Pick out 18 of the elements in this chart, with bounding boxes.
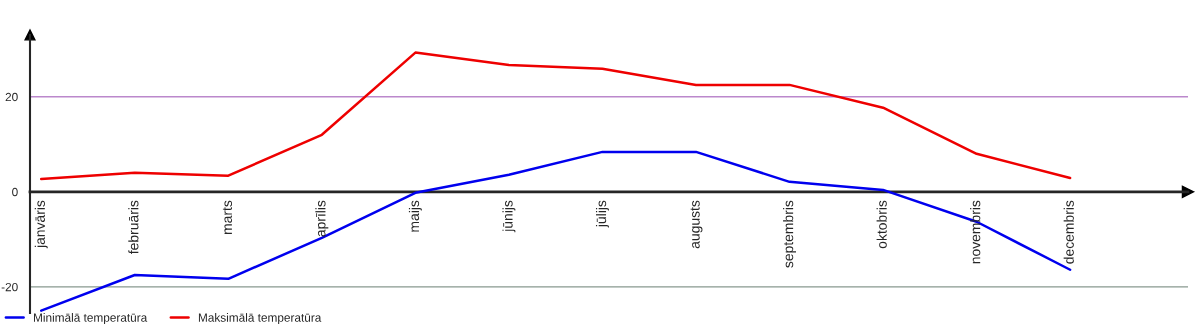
x-tick-label: marts	[222, 200, 233, 234]
legend-label: Maksimālā temperatūra	[198, 313, 322, 325]
x-tick-label: novembris	[970, 200, 981, 264]
x-tick-label: janvāris	[34, 200, 48, 249]
x-tick-label: decembris	[1063, 200, 1074, 264]
y-tick-label: 0	[12, 187, 18, 197]
legend-label: Minimālā temperatūra	[34, 313, 148, 325]
x-tick-label: aprīlis	[315, 200, 329, 237]
x-tick-label: maijs	[408, 200, 422, 232]
line-series	[39, 51, 1072, 181]
y-tick-label: 20	[5, 92, 18, 102]
x-tick-label: augusts	[690, 200, 703, 249]
x-tick-label: jūnijs	[502, 200, 516, 233]
y-tick-label: -20	[1, 282, 18, 292]
x-tick-label: oktobris	[876, 200, 887, 249]
x-tick-label: februāris	[128, 200, 139, 254]
x-tick-label: jūlijs	[595, 200, 609, 228]
x-tick-label: septembris	[783, 200, 796, 268]
